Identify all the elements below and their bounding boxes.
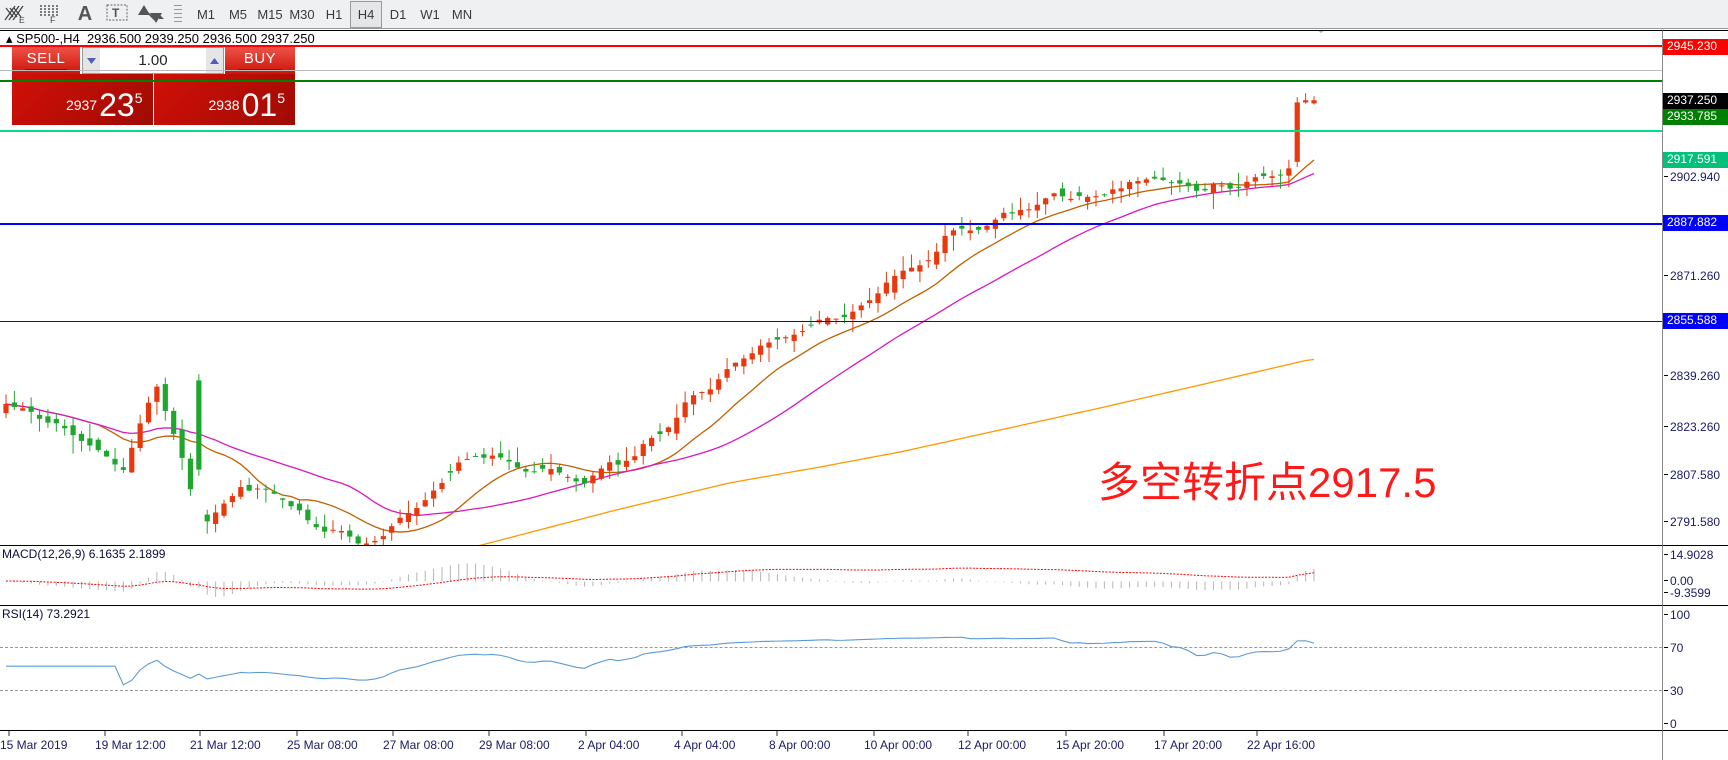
svg-text:T: T bbox=[112, 6, 120, 20]
svg-text:E: E bbox=[19, 15, 25, 24]
svg-text:F: F bbox=[50, 15, 56, 24]
